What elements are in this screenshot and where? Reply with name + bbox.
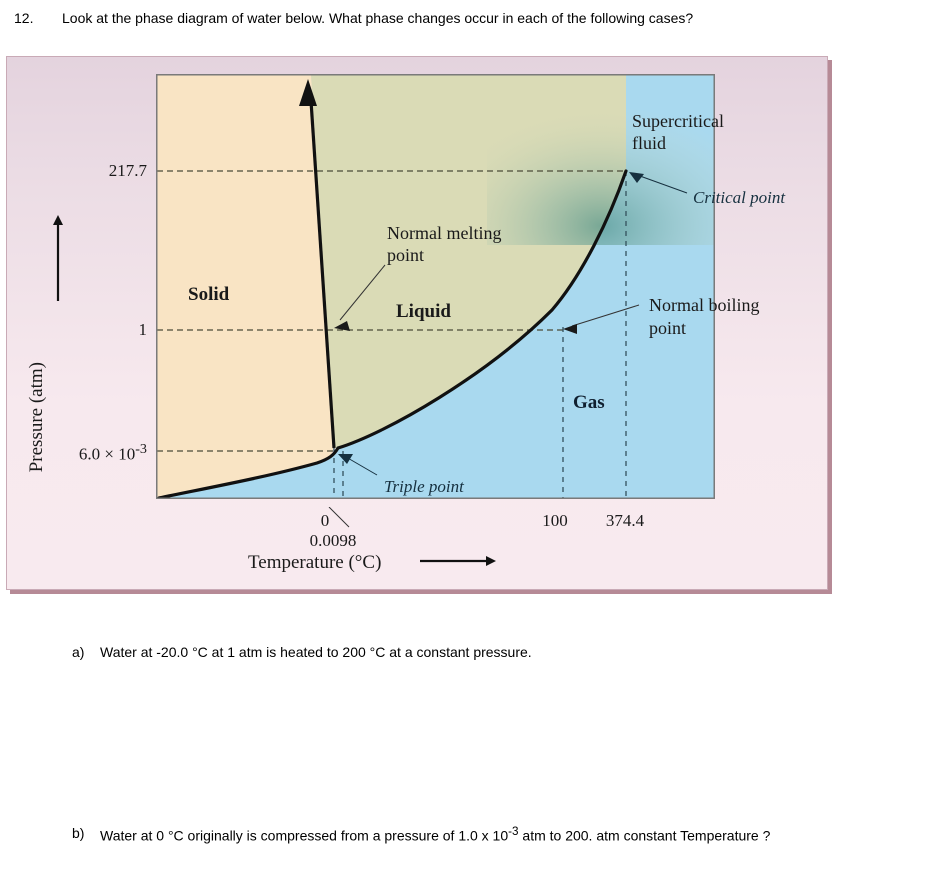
svg-text:Solid: Solid — [188, 284, 230, 305]
svg-text:Supercritical: Supercritical — [632, 111, 724, 131]
svg-text:Normal boiling: Normal boiling — [649, 295, 760, 315]
svg-text:Normal melting: Normal melting — [387, 223, 501, 243]
svg-text:point: point — [387, 245, 424, 265]
svg-text:Liquid: Liquid — [396, 301, 451, 322]
svg-text:point: point — [649, 318, 686, 338]
svg-text:Triple point: Triple point — [384, 477, 465, 496]
svg-text:fluid: fluid — [632, 133, 666, 153]
svg-text:Critical point: Critical point — [693, 188, 786, 207]
svg-text:Gas: Gas — [573, 392, 605, 413]
